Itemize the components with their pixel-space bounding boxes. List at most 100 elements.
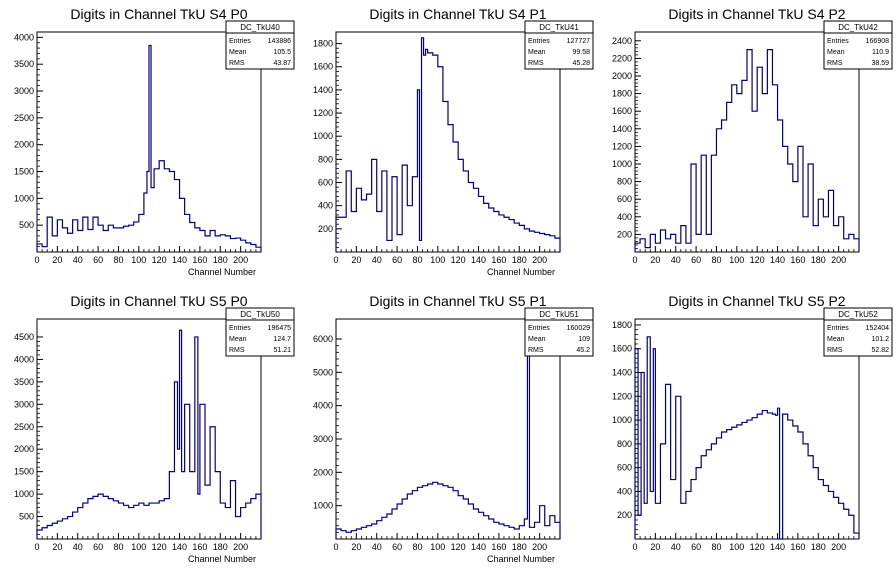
x-tick-label: 200 [831,542,846,552]
x-tick-label: 160 [491,255,506,265]
x-tick-label: 60 [691,542,701,552]
x-tick-label: 0 [34,255,39,265]
x-tick-label: 160 [491,542,506,552]
x-tick-label: 100 [729,255,744,265]
x-axis-label: Channel Number [487,554,555,564]
y-tick-label: 1600 [612,344,632,354]
x-tick-label: 180 [512,542,527,552]
x-tick-label: 40 [671,255,681,265]
y-tick-label: 4000 [14,32,34,42]
y-tick-label: 1800 [612,320,632,330]
stats-value: 110.9 [872,49,889,56]
y-tick-label: 500 [19,220,34,230]
stats-value: 196475 [268,325,291,332]
x-tick-label: 100 [729,542,744,552]
x-tick-label: 0 [333,255,338,265]
x-tick-label: 200 [532,542,547,552]
y-tick-label: 1000 [14,193,34,203]
y-tick-label: 800 [617,177,632,187]
y-tick-label: 800 [318,154,333,164]
y-tick-label: 200 [617,229,632,239]
x-tick-label: 180 [213,542,228,552]
stats-value: 105.5 [273,49,291,56]
x-tick-label: 100 [430,255,445,265]
histogram-svg: Digits in Channel TkU S5 P22004006008001… [598,287,896,574]
stats-label: Entries [827,38,849,45]
stats-name: DC_TkU50 [240,310,280,319]
y-tick-label: 1400 [313,85,333,95]
y-tick-label: 2500 [14,113,34,123]
y-tick-label: 1600 [313,62,333,72]
y-tick-label: 2200 [612,53,632,63]
x-tick-label: 0 [632,542,637,552]
x-tick-label: 120 [451,255,466,265]
y-tick-label: 200 [318,224,333,234]
x-tick-label: 40 [372,542,382,552]
stats-value: 45.2 [576,347,590,354]
histogram-svg: Digits in Channel TkU S4 P22004006008001… [598,0,896,287]
x-tick-label: 60 [691,255,701,265]
x-tick-label: 140 [172,542,187,552]
y-tick-label: 600 [318,178,333,188]
stats-label: Mean [229,336,247,343]
y-tick-label: 1000 [612,159,632,169]
stats-label: RMS [229,347,245,354]
x-tick-label: 60 [93,542,103,552]
y-tick-label: 1800 [612,89,632,99]
stats-label: Entries [528,325,550,332]
x-tick-label: 160 [192,255,207,265]
x-tick-label: 0 [333,542,338,552]
x-tick-label: 0 [632,255,637,265]
y-tick-label: 1800 [313,39,333,49]
stats-value: 101.2 [871,336,889,343]
stats-label: RMS [827,347,843,354]
y-tick-label: 1200 [313,108,333,118]
stats-value: 160029 [567,325,590,332]
y-tick-label: 1400 [612,368,632,378]
histogram-series [635,337,859,539]
x-tick-label: 180 [213,255,228,265]
histogram-series [336,336,560,539]
x-tick-label: 180 [811,542,826,552]
x-tick-label: 80 [711,255,721,265]
chart-title: Digits in Channel TkU S4 P1 [369,6,546,22]
stats-label: Entries [528,38,550,45]
x-tick-label: 120 [152,255,167,265]
y-tick-label: 1500 [14,467,34,477]
histogram-series [635,50,859,252]
y-tick-label: 1000 [612,415,632,425]
x-tick-label: 140 [770,542,785,552]
stats-label: RMS [528,60,544,67]
x-tick-label: 120 [152,542,167,552]
x-tick-label: 80 [113,255,123,265]
x-tick-label: 20 [351,255,361,265]
x-axis-label: Channel Number [487,267,555,277]
stats-label: RMS [229,60,245,67]
histogram-series [336,38,560,252]
stats-label: Mean [528,49,546,56]
stats-value: 124.7 [273,336,291,343]
x-tick-label: 200 [233,255,248,265]
y-tick-label: 1200 [612,141,632,151]
x-tick-label: 200 [233,542,248,552]
x-tick-label: 120 [451,542,466,552]
y-tick-label: 1000 [14,489,34,499]
x-tick-label: 160 [790,255,805,265]
x-tick-label: 160 [192,542,207,552]
x-tick-label: 20 [52,542,62,552]
y-tick-label: 200 [617,510,632,520]
histogram-series [37,45,261,252]
x-tick-label: 60 [392,255,402,265]
y-tick-label: 500 [19,512,34,522]
stats-label: Entries [229,325,251,332]
x-tick-label: 60 [93,255,103,265]
x-tick-label: 140 [471,255,486,265]
y-tick-label: 400 [318,201,333,211]
x-tick-label: 120 [750,255,765,265]
x-tick-label: 180 [811,255,826,265]
